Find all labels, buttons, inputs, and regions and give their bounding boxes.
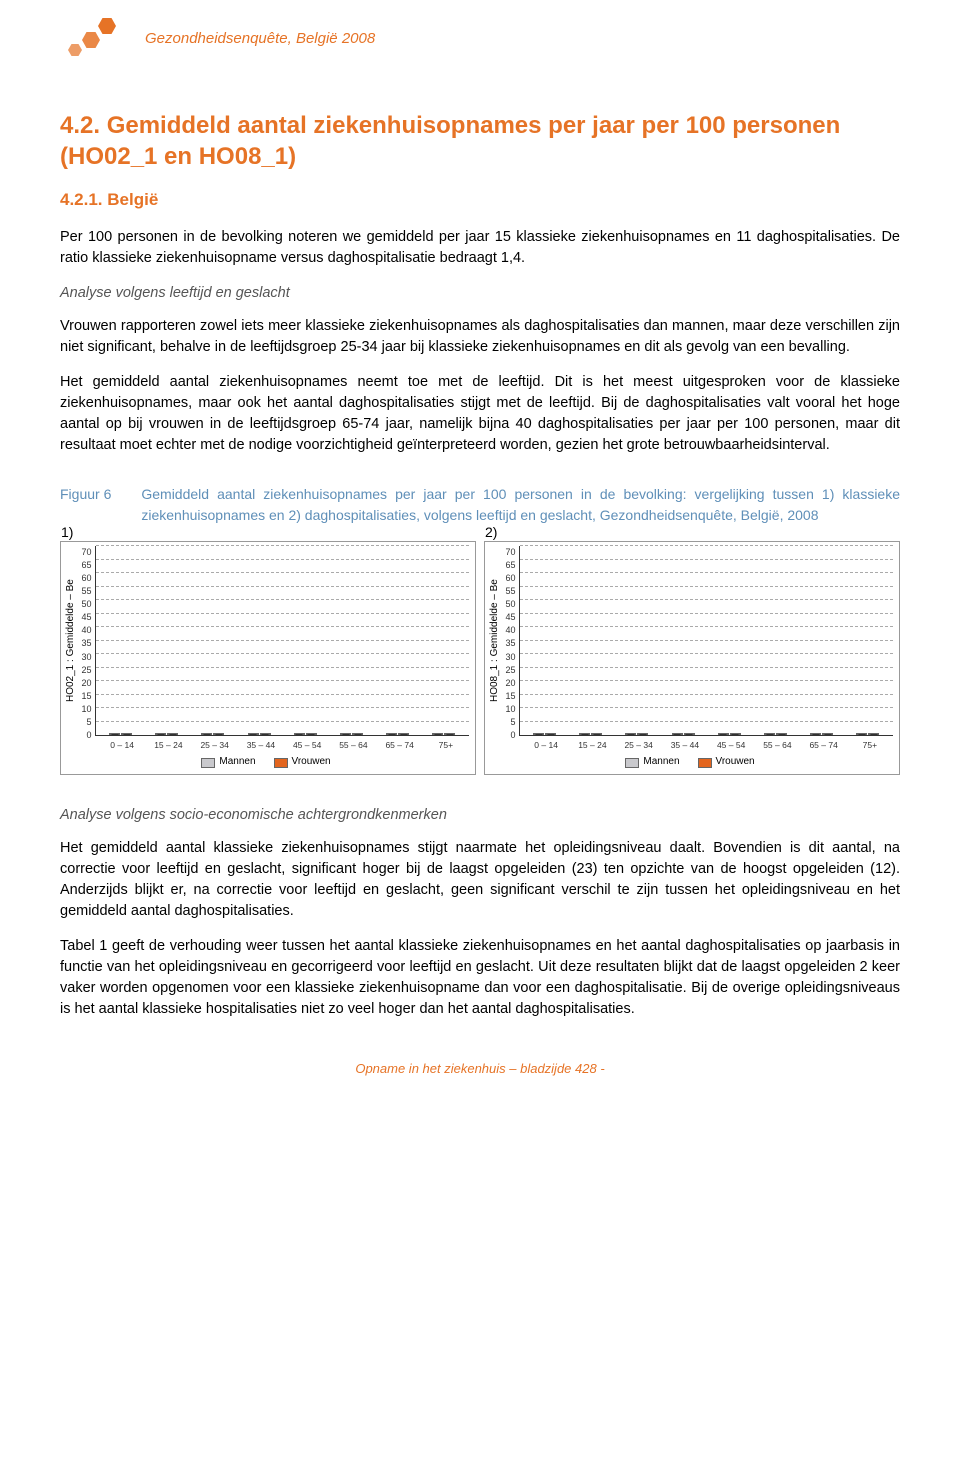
figure-label: Figuur 6 bbox=[60, 484, 111, 526]
figure-block: Figuur 6 Gemiddeld aantal ziekenhuisopna… bbox=[60, 484, 900, 775]
panel-number: 1) bbox=[61, 522, 73, 542]
y-axis-ticks: 7065605550454035302520151050 bbox=[504, 546, 519, 736]
chart-plot-area bbox=[519, 546, 893, 736]
chart-legend: Mannen Vrouwen bbox=[63, 755, 469, 770]
y-axis-label: HO02_1 : Gemiddelde – Be bbox=[63, 546, 80, 736]
paragraph: Tabel 1 geeft de verhouding weer tussen … bbox=[60, 936, 900, 1020]
analysis-heading: Analyse volgens socio-economische achter… bbox=[60, 805, 900, 826]
x-axis-ticks: 0 – 1415 – 2425 – 3435 – 4445 – 5455 – 6… bbox=[523, 736, 893, 751]
y-axis-label: HO08_1 : Gemiddelde – Be bbox=[487, 546, 504, 736]
analysis-heading: Analyse volgens leeftijd en geslacht bbox=[60, 283, 900, 304]
y-axis-ticks: 7065605550454035302520151050 bbox=[80, 546, 95, 736]
x-axis-ticks: 0 – 1415 – 2425 – 3435 – 4445 – 5455 – 6… bbox=[99, 736, 469, 751]
subsection-heading: 4.2.1. België bbox=[60, 188, 900, 213]
section-heading: 4.2. Gemiddeld aantal ziekenhuisopnames … bbox=[60, 110, 900, 172]
chart-plot-area bbox=[95, 546, 469, 736]
paragraph: Per 100 personen in de bevolking noteren… bbox=[60, 227, 900, 269]
chart-panel-2: 2) HO08_1 : Gemiddelde – Be 706560555045… bbox=[484, 541, 900, 775]
paragraph: Het gemiddeld aantal ziekenhuisopnames n… bbox=[60, 372, 900, 456]
header-title: Gezondheidsenquête, België 2008 bbox=[145, 28, 375, 50]
chart-legend: Mannen Vrouwen bbox=[487, 755, 893, 770]
page-footer: Opname in het ziekenhuis – bladzijde 428… bbox=[60, 1060, 900, 1079]
page-header: Gezondheidsenquête, België 2008 bbox=[60, 0, 900, 90]
figure-caption: Gemiddeld aantal ziekenhuisopnames per j… bbox=[141, 484, 900, 526]
chart-panel-1: 1) HO02_1 : Gemiddelde – Be 706560555045… bbox=[60, 541, 476, 775]
paragraph: Het gemiddeld aantal klassieke ziekenhui… bbox=[60, 838, 900, 922]
panel-number: 2) bbox=[485, 522, 497, 542]
logo-icon bbox=[60, 14, 130, 64]
paragraph: Vrouwen rapporteren zowel iets meer klas… bbox=[60, 316, 900, 358]
